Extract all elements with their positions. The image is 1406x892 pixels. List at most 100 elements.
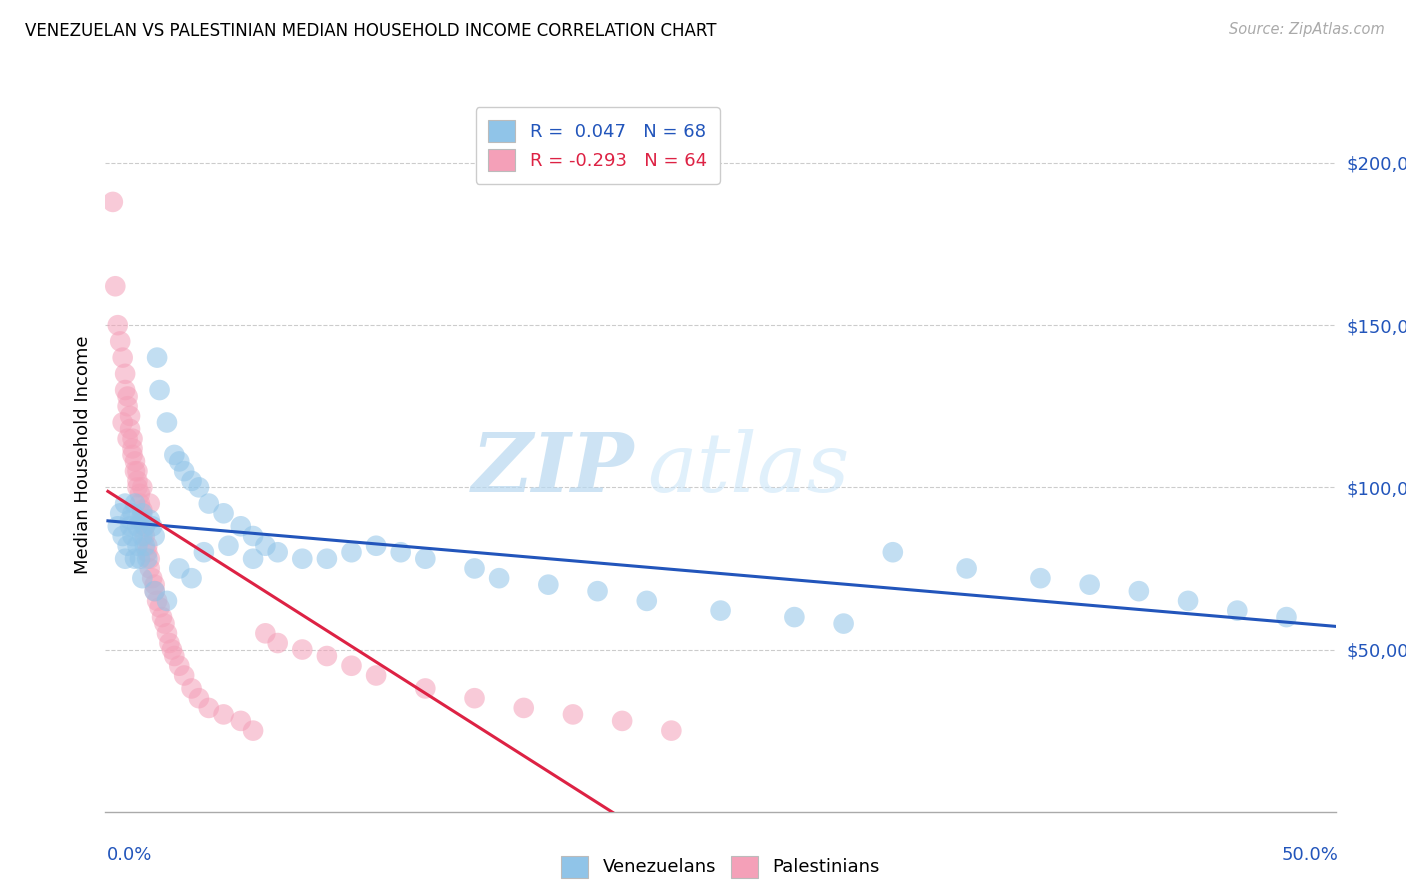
Point [156, 594, 179, 608]
Point [143, 577, 166, 591]
Point [340, 658, 363, 673]
Point [131, 529, 153, 543]
Point [340, 545, 363, 559]
Point [242, 551, 264, 566]
Point [180, 681, 202, 696]
Point [156, 416, 179, 430]
Point [156, 626, 179, 640]
Text: 50.0%: 50.0% [1282, 846, 1339, 863]
Point [173, 464, 195, 478]
Point [488, 571, 510, 585]
Point [315, 551, 337, 566]
Point [218, 539, 240, 553]
Point [229, 714, 252, 728]
Point [120, 513, 141, 527]
Point [117, 539, 139, 553]
Point [143, 529, 166, 543]
Point [291, 551, 314, 566]
Point [267, 636, 290, 650]
Point [229, 519, 252, 533]
Point [267, 545, 290, 559]
Point [120, 409, 141, 423]
Text: VENEZUELAN VS PALESTINIAN MEDIAN HOUSEHOLD INCOME CORRELATION CHART: VENEZUELAN VS PALESTINIAN MEDIAN HOUSEHO… [25, 22, 717, 40]
Point [193, 545, 215, 559]
Point [956, 561, 979, 575]
Y-axis label: Median Household Income: Median Household Income [73, 335, 91, 574]
Point [143, 584, 166, 599]
Point [153, 616, 176, 631]
Point [127, 480, 149, 494]
Point [149, 383, 172, 397]
Point [136, 545, 159, 559]
Point [131, 506, 153, 520]
Point [124, 497, 146, 511]
Point [129, 487, 152, 501]
Point [138, 561, 162, 575]
Point [149, 600, 172, 615]
Point [1177, 594, 1199, 608]
Point [117, 390, 139, 404]
Point [114, 383, 136, 397]
Point [136, 539, 159, 553]
Point [127, 519, 149, 533]
Point [146, 594, 169, 608]
Point [710, 604, 733, 618]
Point [513, 701, 536, 715]
Point [1029, 571, 1052, 585]
Point [134, 519, 156, 533]
Point [413, 551, 436, 566]
Point [110, 506, 132, 520]
Point [114, 497, 136, 511]
Point [120, 519, 141, 533]
Point [124, 551, 146, 566]
Point [254, 626, 277, 640]
Point [114, 367, 136, 381]
Point [111, 416, 134, 430]
Point [121, 506, 143, 520]
Point [169, 658, 191, 673]
Point [127, 539, 149, 553]
Point [127, 474, 149, 488]
Point [129, 551, 152, 566]
Point [163, 448, 186, 462]
Point [180, 571, 202, 585]
Point [111, 351, 134, 365]
Point [150, 610, 173, 624]
Text: Source: ZipAtlas.com: Source: ZipAtlas.com [1229, 22, 1385, 37]
Point [366, 539, 388, 553]
Point [586, 584, 609, 599]
Point [242, 529, 264, 543]
Point [315, 648, 337, 663]
Point [131, 480, 153, 494]
Point [882, 545, 904, 559]
Point [173, 668, 195, 682]
Point [212, 707, 235, 722]
Point [413, 681, 436, 696]
Point [464, 561, 486, 575]
Point [537, 577, 560, 591]
Point [146, 351, 169, 365]
Text: 0.0%: 0.0% [107, 846, 152, 863]
Point [138, 551, 162, 566]
Point [114, 551, 136, 566]
Point [124, 464, 146, 478]
Point [120, 422, 141, 436]
Point [104, 279, 127, 293]
Point [121, 529, 143, 543]
Point [134, 539, 156, 553]
Point [1275, 610, 1298, 624]
Point [212, 506, 235, 520]
Point [169, 454, 191, 468]
Point [134, 529, 156, 543]
Point [117, 432, 139, 446]
Point [143, 584, 166, 599]
Point [136, 551, 159, 566]
Point [131, 571, 153, 585]
Point [832, 616, 855, 631]
Point [159, 636, 180, 650]
Point [180, 474, 202, 488]
Point [1078, 577, 1101, 591]
Point [110, 334, 132, 349]
Point [138, 497, 162, 511]
Legend: Venezuelans, Palestinians: Venezuelans, Palestinians [554, 848, 887, 885]
